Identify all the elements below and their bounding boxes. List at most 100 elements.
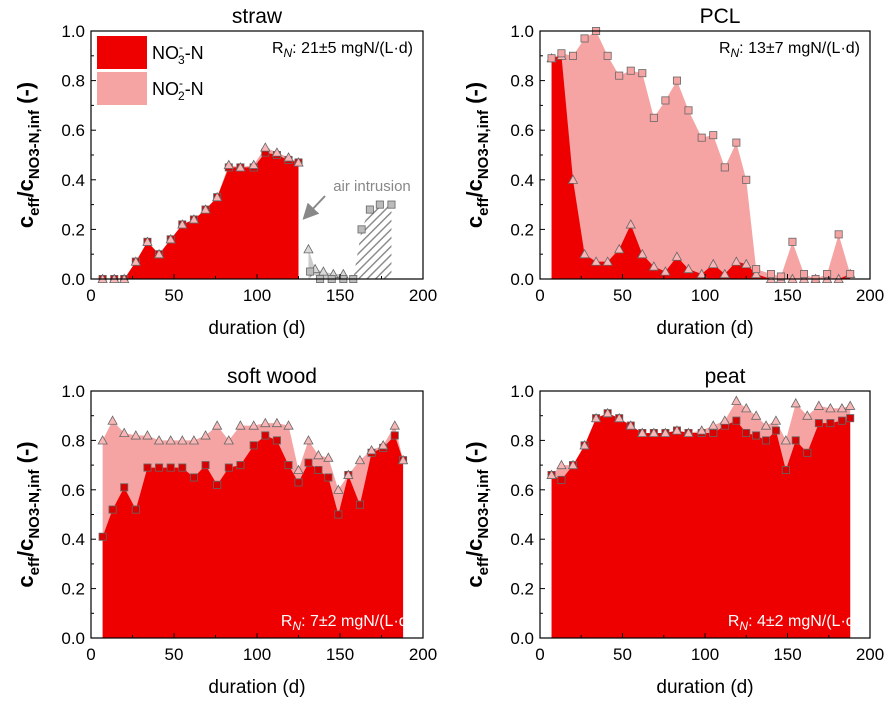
data-point: [771, 426, 780, 435]
data-point: [845, 400, 856, 410]
y-tick-label: 0.0: [510, 270, 534, 289]
data-point: [200, 430, 211, 440]
data-point: [752, 265, 761, 274]
panel-title: straw: [232, 5, 283, 28]
y-tick-label: 0.2: [61, 220, 85, 239]
data-point: [387, 200, 396, 209]
rate-label: RN: 4±2 mgN/(L·d): [728, 613, 860, 633]
x-tick-label: 0: [535, 645, 544, 664]
x-axis-label: duration (d): [208, 318, 305, 339]
y-tick-label: 1.0: [61, 22, 85, 41]
data-point: [165, 435, 176, 445]
y-tick-label: 0.6: [61, 121, 85, 140]
data-point: [837, 416, 846, 425]
rate-label-sub: N: [284, 46, 293, 60]
data-point: [648, 427, 660, 437]
data-point: [614, 243, 625, 254]
data-point: [390, 431, 399, 440]
data-point: [684, 106, 693, 115]
data-point: [283, 152, 294, 162]
rate-label-part: R: [272, 40, 284, 57]
data-point: [343, 469, 354, 479]
data-point: [201, 461, 210, 470]
data-point: [211, 420, 223, 430]
data-point: [355, 500, 364, 509]
air-intrusion-annotation: air intrusion: [333, 178, 411, 195]
data-point: [377, 440, 389, 450]
x-tick-label: 0: [535, 286, 544, 305]
y-tick-label: 1.0: [510, 382, 534, 401]
data-point: [615, 71, 624, 80]
legend-label-no3: NO-3-N: [152, 40, 204, 67]
x-tick-label: 100: [243, 286, 271, 305]
data-point: [323, 452, 334, 462]
data-point: [590, 256, 602, 266]
data-point: [188, 214, 200, 224]
data-point: [590, 412, 602, 423]
panel-straw: 0 50 100 150 200 0.0 0.2 0.4 0.6 0.8 1.0 straw durat…: [13, 5, 437, 339]
panel-title: soft wood: [227, 365, 317, 388]
air-intrusion-no3-area: [310, 204, 392, 279]
data-point: [671, 251, 683, 261]
y-label-unit: (-): [13, 441, 38, 469]
data-point: [120, 483, 129, 492]
data-point: [303, 435, 314, 445]
data-point: [260, 142, 271, 152]
y-label-sub: eff: [26, 197, 43, 216]
data-point: [732, 138, 741, 147]
x-tick-label: 50: [165, 286, 184, 305]
data-point: [719, 268, 730, 279]
x-tick-label: 200: [409, 286, 437, 305]
air-intrusion-arrow: [302, 195, 326, 220]
data-point: [836, 402, 848, 413]
data-point: [547, 54, 556, 63]
data-point: [248, 159, 259, 169]
data-point: [200, 204, 211, 214]
data-point: [272, 436, 281, 445]
data-point: [776, 272, 785, 281]
rate-label: RN: 7±2 mgN/(L·d): [281, 613, 413, 633]
data-point: [284, 461, 293, 470]
data-point: [750, 268, 762, 279]
data-point: [579, 440, 590, 450]
data-point: [354, 454, 366, 465]
y-label-part: c: [462, 216, 487, 228]
data-point: [603, 51, 612, 60]
y-label-part: /c: [13, 539, 38, 557]
y-label-sub: eff: [475, 556, 492, 575]
x-axis-label: duration (d): [656, 318, 753, 339]
y-tick-label: 0.6: [510, 121, 534, 140]
y-tick-label: 0.8: [61, 72, 85, 91]
data-point: [614, 412, 625, 423]
y-tick-label: 0.4: [61, 171, 85, 190]
y-tick-label: 1.0: [61, 382, 85, 401]
x-tick-label: 50: [613, 286, 632, 305]
x-tick-label: 0: [86, 286, 95, 305]
y-tick-label: 0.6: [510, 481, 534, 500]
panel-peat: 0 50 100 150 200 0.0 0.2 0.4 0.6 0.8 1.0 peat durati…: [462, 365, 884, 698]
y-label-unit: (-): [13, 82, 38, 110]
rate-label-part: R: [281, 613, 293, 630]
data-point: [602, 256, 613, 266]
x-tick-label: 200: [409, 645, 437, 664]
data-point: [235, 420, 246, 430]
data-point: [333, 484, 344, 494]
data-point: [303, 243, 314, 254]
data-point: [814, 419, 823, 428]
data-point: [271, 147, 283, 157]
data-point: [155, 463, 164, 472]
x-tick-label: 200: [856, 286, 884, 305]
data-point: [365, 205, 374, 214]
y-tick-label: 0.8: [510, 431, 534, 450]
data-point: [625, 420, 636, 430]
data-point: [153, 248, 165, 259]
data-point: [130, 256, 141, 266]
panel-title: peat: [705, 365, 746, 388]
data-point: [153, 435, 165, 445]
data-point: [803, 448, 812, 457]
data-point: [661, 96, 670, 105]
x-tick-label: 150: [326, 645, 354, 664]
y-label-part: /c: [13, 179, 38, 197]
data-point: [567, 174, 579, 184]
